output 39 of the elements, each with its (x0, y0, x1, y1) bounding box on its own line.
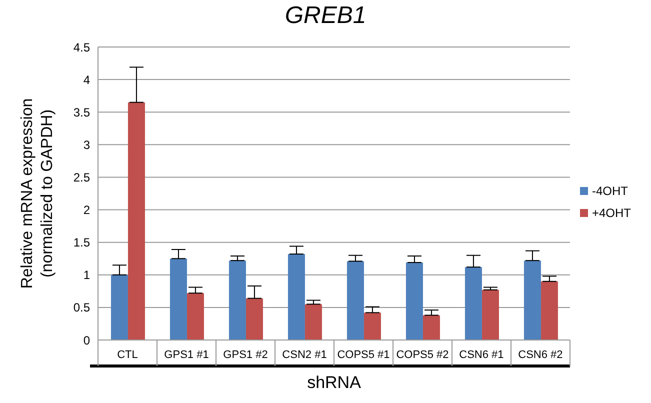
x-tick-label: COPS5 #2 (396, 349, 449, 361)
y-tick-label: 3.5 (73, 105, 90, 120)
bar (110, 274, 128, 340)
x-tick-label: GPS1 #1 (164, 349, 209, 361)
chart-title: GREB1 (284, 2, 368, 30)
bar (186, 293, 204, 340)
x-tick-label: CTL (117, 349, 138, 361)
y-axis-title: Relative mRNA expression (normalized to GAPDH) (19, 98, 56, 289)
y-tick-label: 2 (83, 203, 90, 218)
bar (246, 298, 263, 340)
bar (364, 312, 381, 340)
y-tick-label: 4.5 (73, 40, 90, 54)
bar (228, 260, 246, 340)
y-tick-label: 2.5 (73, 170, 90, 184)
bar (406, 262, 423, 340)
y-tick-label: 0.5 (73, 300, 90, 315)
bar (524, 260, 541, 340)
bar (128, 102, 145, 340)
bar (346, 261, 364, 340)
bar (482, 290, 499, 340)
x-tick-label: CSN6 #1 (459, 349, 504, 361)
y-tick-label: 0 (83, 333, 90, 348)
bar (540, 281, 558, 340)
x-axis-title: shRNA (307, 373, 362, 392)
y-tick-label: 1 (83, 268, 90, 282)
bar (288, 254, 305, 340)
y-tick-label: 4 (83, 72, 90, 87)
legend-label: +4OHT (592, 206, 631, 220)
x-tick-label: CSN2 #1 (282, 349, 327, 361)
bar (304, 304, 322, 340)
bar (464, 267, 482, 340)
bar (422, 315, 440, 340)
legend-label: -4OHT (592, 184, 628, 198)
y-tick-label: 1.5 (73, 236, 90, 250)
x-tick-label: GPS1 #2 (223, 349, 268, 361)
y-tick-label: 3 (83, 138, 90, 152)
bar (170, 258, 187, 340)
x-tick-label: COPS5 #1 (337, 349, 390, 361)
x-tick-label: CSN6 #2 (518, 349, 563, 361)
